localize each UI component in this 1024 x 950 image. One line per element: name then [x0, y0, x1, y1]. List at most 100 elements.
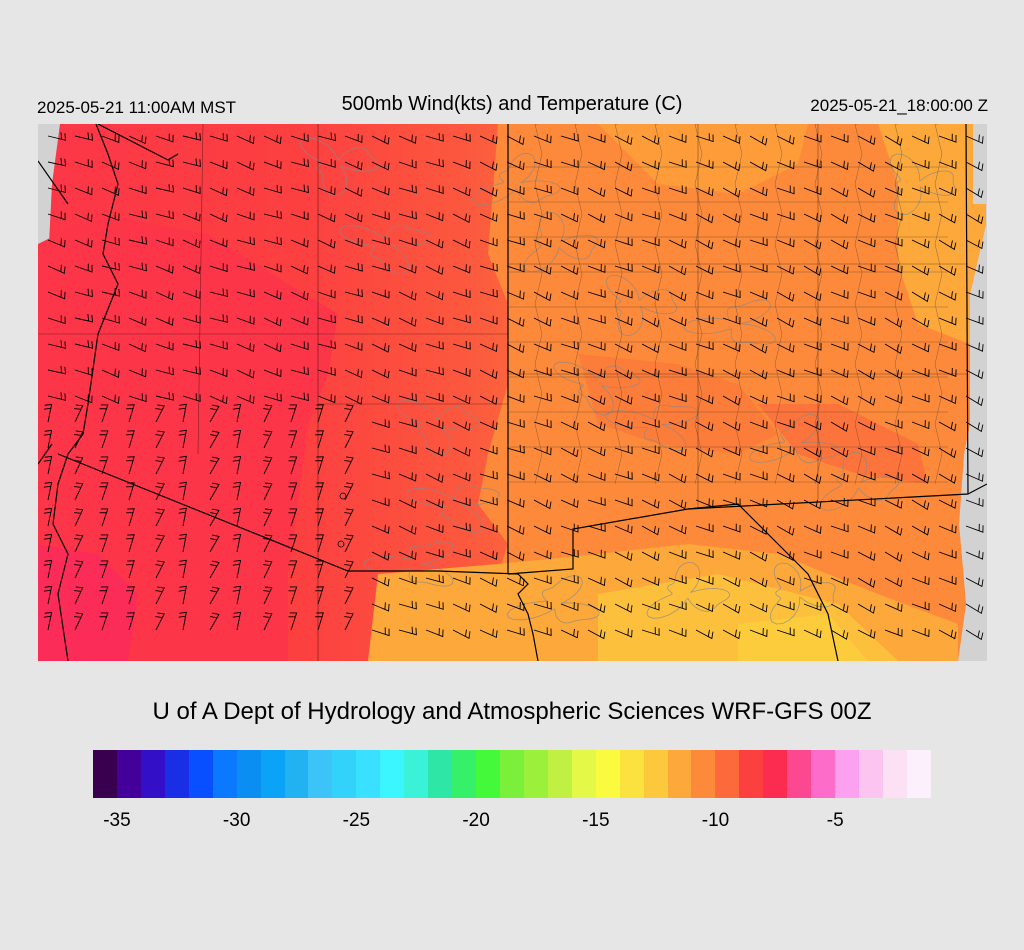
temperature-contour: [506, 575, 600, 624]
wind-barb: [722, 550, 741, 560]
wind-barb: [99, 430, 109, 449]
wind-barb: [830, 289, 849, 300]
wind-barb: [101, 186, 120, 197]
wind-barb: [317, 239, 336, 249]
wind-barb: [614, 603, 633, 613]
wind-barb: [965, 603, 984, 615]
wind-barb: [614, 497, 633, 507]
wind-barb: [155, 264, 174, 274]
wind-barb: [155, 534, 165, 553]
wind-barb: [884, 264, 903, 274]
wind-barb: [776, 368, 795, 378]
wind-barb: [695, 315, 714, 325]
wind-barb: [695, 367, 714, 377]
wind-barb: [178, 507, 187, 527]
wind-barb: [155, 184, 175, 193]
wind-barb: [317, 186, 336, 196]
wind-barbs: [43, 132, 984, 641]
wind-barb: [506, 525, 525, 535]
wind-barb: [938, 575, 957, 585]
wind-barb: [506, 602, 525, 612]
wind-barb: [506, 236, 525, 246]
wind-barb: [614, 445, 633, 455]
colorbar-swatch: [380, 750, 405, 798]
wind-barb: [398, 291, 417, 301]
wind-barb: [344, 288, 363, 298]
wind-barb: [126, 612, 135, 631]
wind-barb: [830, 213, 849, 224]
wind-barb: [938, 213, 957, 224]
wind-barb: [344, 395, 363, 405]
wind-barb: [290, 211, 309, 221]
colorbar-swatch: [284, 750, 309, 798]
wind-barb: [884, 445, 903, 455]
wind-barb: [74, 238, 93, 248]
wind-barb: [263, 317, 282, 327]
wind-barb: [344, 404, 354, 423]
wind-barb: [425, 628, 444, 638]
wind-barb: [425, 132, 444, 142]
colorbar-swatch: [188, 750, 213, 798]
wind-barb: [452, 602, 471, 613]
wind-barb: [155, 456, 165, 475]
wind-barb: [209, 456, 220, 475]
wind-barb: [830, 447, 849, 458]
wind-barb: [560, 239, 579, 250]
wind-barb: [371, 289, 390, 299]
wind-barb: [911, 393, 930, 403]
wind-barb: [317, 394, 336, 404]
temperature-colorbar: [93, 750, 931, 798]
county-border: [734, 124, 743, 485]
wind-barb: [911, 317, 930, 328]
wind-barb: [371, 551, 390, 561]
wind-barb: [884, 317, 903, 328]
chart-title: 500mb Wind(kts) and Temperature (C): [341, 93, 683, 115]
wind-barb: [560, 575, 579, 584]
wind-barb: [857, 316, 876, 326]
wind-barb: [506, 185, 525, 195]
wind-barb: [126, 560, 135, 579]
wind-barb: [398, 525, 417, 535]
wind-barb: [371, 444, 390, 454]
wind-barb: [126, 508, 135, 527]
wind-barb: [43, 403, 53, 423]
wind-barb: [425, 447, 444, 457]
wind-barb: [290, 341, 309, 351]
wind-barb: [641, 551, 660, 562]
wind-barb: [533, 392, 552, 402]
wind-barb: [371, 135, 390, 145]
wind-barb: [641, 445, 660, 455]
wind-barb: [668, 341, 687, 352]
wind-barb: [533, 342, 552, 352]
wind-barb: [587, 289, 606, 298]
wind-barb: [209, 430, 220, 449]
wind-barb: [560, 315, 579, 325]
wind-barb: [911, 499, 930, 511]
wind-barb: [128, 393, 147, 403]
wind-barb: [43, 585, 53, 605]
wind-barb: [263, 392, 282, 402]
wind-barb: [178, 585, 187, 605]
wind-barb: [641, 627, 660, 636]
wind-barb: [74, 212, 93, 223]
wind-barb: [533, 627, 552, 637]
wind-barb: [938, 291, 957, 301]
wind-barb: [938, 265, 957, 276]
wind-barb: [560, 186, 579, 196]
wind-barb: [884, 551, 903, 562]
wind-barb: [722, 471, 741, 481]
wind-barb: [263, 342, 282, 353]
wind-barb: [398, 418, 417, 428]
wind-barb: [425, 341, 444, 350]
wind-barb: [830, 239, 849, 250]
wind-barb: [560, 421, 579, 431]
wind-barb: [425, 239, 444, 249]
wind-barb: [398, 264, 417, 274]
wind-barb: [884, 525, 903, 536]
valid-time-local: 2025-05-21 11:00AM MST: [37, 98, 237, 117]
wind-barb: [236, 342, 255, 353]
wind-barb: [74, 288, 93, 298]
wind-barb: [560, 447, 579, 458]
wind-barb: [263, 236, 282, 246]
wind-barb: [614, 237, 633, 247]
